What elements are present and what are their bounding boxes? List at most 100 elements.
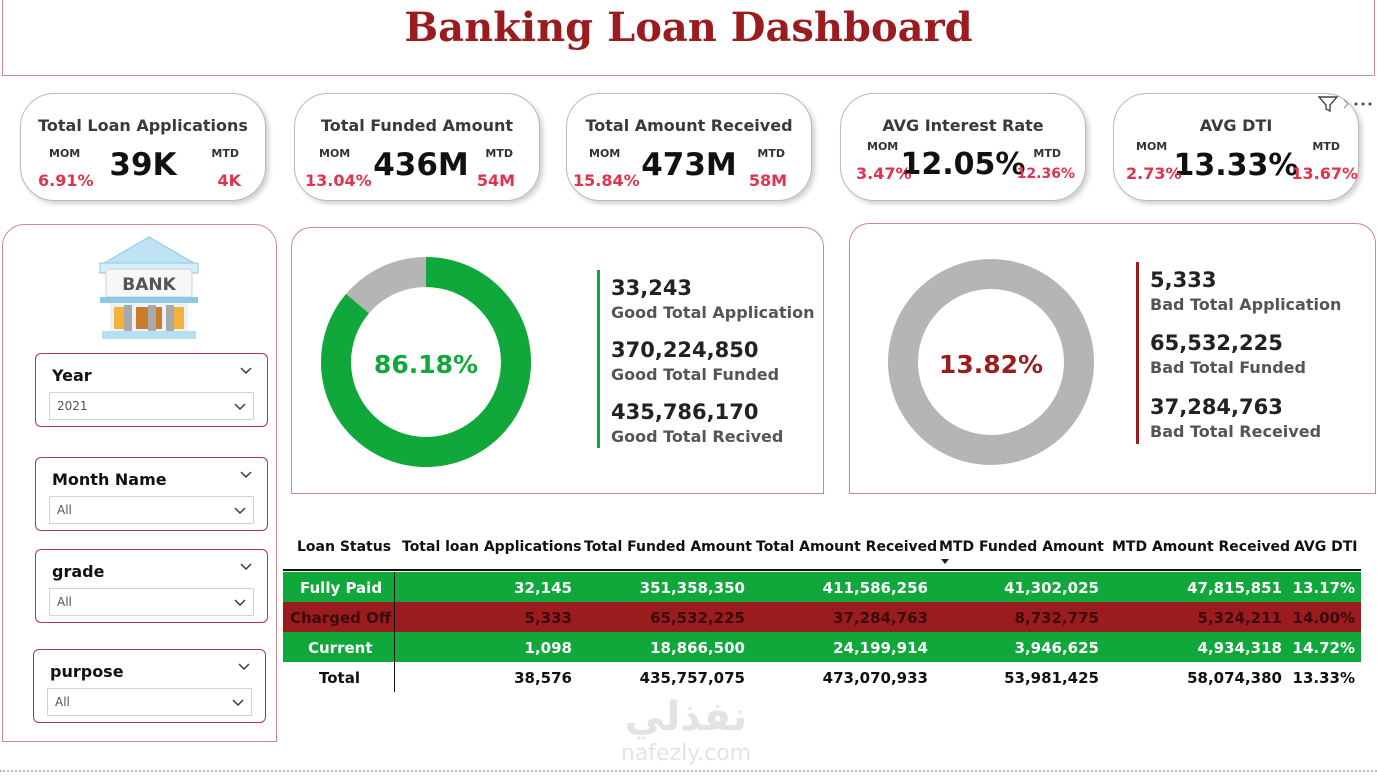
chevron-down-icon[interactable] (231, 698, 245, 708)
chevron-down-icon[interactable] (233, 506, 247, 516)
cell-funded: 65,532,225 (650, 609, 745, 627)
cell-received: 24,199,914 (833, 639, 928, 657)
bad-stat-applications: 5,333 Bad Total Application (1150, 268, 1341, 314)
cell-applications: 5,333 (524, 609, 572, 627)
good-stats-divider (597, 270, 600, 448)
kpi-mom-label: MOM (867, 140, 899, 153)
slicer-value: All (57, 503, 72, 517)
sort-descending-icon[interactable] (940, 558, 950, 565)
kpi-mom-value: 13.04% (305, 171, 372, 190)
slicer-label: grade (52, 562, 105, 581)
chevron-down-icon[interactable] (233, 598, 247, 608)
bank-building-icon: BANK (99, 236, 199, 339)
stat-value: 370,224,850 (611, 338, 759, 362)
kpi-mom-label: MOM (49, 147, 81, 160)
kpi-title: AVG Interest Rate (882, 116, 1044, 135)
kpi-value: 13.33% (1173, 148, 1299, 183)
bank-sign-text: BANK (122, 275, 176, 295)
kpi-mtd-value: 13.67% (1291, 164, 1358, 183)
column-header-loan-status[interactable]: Loan Status (297, 539, 392, 555)
chevron-down-icon[interactable] (237, 662, 251, 672)
bad-stats-divider (1136, 262, 1139, 444)
kpi-mtd-label: MTD (1312, 140, 1340, 153)
stat-value: 5,333 (1150, 268, 1217, 292)
status-column-divider (394, 572, 395, 692)
cell-status: Total (319, 669, 360, 687)
page-bottom-rule (0, 770, 1377, 772)
title-bar: Banking Loan Dashboard (2, 0, 1375, 76)
watermark-latin: nafezly.com (620, 741, 752, 766)
slicer-value: All (55, 695, 70, 709)
cell-status: Current (308, 639, 373, 657)
slicer-dropdown[interactable]: 2021 (49, 392, 254, 420)
table-row-charged-off[interactable]: Charged Off 5,333 65,532,225 37,284,763 … (283, 602, 1361, 632)
kpi-mom-label: MOM (589, 147, 621, 160)
slicer-dropdown[interactable]: All (49, 496, 254, 524)
column-header-mtd-amount-received[interactable]: MTD Amount Received (1112, 539, 1291, 555)
donut-track (888, 259, 1094, 465)
kpi-title: Total Funded Amount (321, 116, 513, 135)
watermark: نفذلي nafezly.com (596, 693, 776, 779)
slicer-month-name[interactable]: Month Name All (35, 457, 268, 531)
kpi-mom-label: MOM (319, 147, 351, 160)
kpi-value: 39K (109, 147, 177, 183)
cell-received: 411,586,256 (822, 579, 928, 597)
kpi-mtd-label: MTD (485, 147, 513, 160)
donut-good-arc[interactable] (321, 257, 531, 467)
slicer-dropdown[interactable]: All (49, 588, 254, 616)
kpi-card-avg-interest-rate[interactable]: AVG Interest Rate MOM MTD 12.05% 3.47% 1… (840, 93, 1086, 201)
slicer-purpose[interactable]: purpose All (33, 649, 266, 723)
cell-avg-dti: 13.33% (1292, 669, 1355, 687)
table-row-current[interactable]: Current 1,098 18,866,500 24,199,914 3,94… (283, 632, 1361, 662)
chevron-down-icon[interactable] (239, 366, 253, 376)
kpi-mom-label: MOM (1136, 140, 1168, 153)
chevron-down-icon[interactable] (233, 402, 247, 412)
stat-value: 65,532,225 (1150, 331, 1283, 355)
stat-label: Good Total Application (611, 303, 815, 322)
kpi-mom-value: 15.84% (573, 171, 640, 190)
cell-mtd-funded: 3,946,625 (1014, 639, 1099, 657)
cell-mtd-received: 5,324,211 (1197, 609, 1282, 627)
column-header-avg-dti[interactable]: AVG DTI (1294, 539, 1358, 555)
slicer-label: Month Name (52, 470, 167, 489)
kpi-card-total-funded-amount[interactable]: Total Funded Amount MOM MTD 436M 13.04% … (294, 93, 540, 201)
filter-icon[interactable] (1317, 95, 1339, 113)
chevron-down-icon[interactable] (239, 562, 253, 572)
slicer-grade[interactable]: grade All (35, 549, 268, 623)
good-loan-donut-chart[interactable]: 86.18% (320, 256, 532, 468)
column-header-total-amount-received[interactable]: Total Amount Received (756, 539, 938, 555)
column-header-total-loan-applications[interactable]: Total loan Applications (402, 539, 582, 555)
cell-received: 473,070,933 (822, 669, 928, 687)
slicer-dropdown[interactable]: All (47, 688, 252, 716)
kpi-card-avg-dti[interactable]: AVG DTI MOM MTD 13.33% 2.73% 13.67% (1113, 93, 1359, 201)
slicer-label: purpose (50, 662, 124, 681)
stat-label: Bad Total Received (1150, 422, 1322, 441)
table-row-total[interactable]: Total 38,576 435,757,075 473,070,933 53,… (283, 662, 1361, 692)
bad-stat-received: 37,284,763 Bad Total Received (1150, 395, 1321, 441)
cell-funded: 18,866,500 (650, 639, 745, 657)
cell-funded: 435,757,075 (639, 669, 745, 687)
kpi-title: AVG DTI (1199, 116, 1273, 135)
slicer-value: 2021 (57, 399, 88, 413)
table-row-fully-paid[interactable]: Fully Paid 32,145 351,358,350 411,586,25… (283, 572, 1361, 602)
more-options-icon[interactable] (1352, 100, 1374, 108)
kpi-card-total-loan-applications[interactable]: Total Loan Applications MOM MTD 39K 6.91… (20, 93, 266, 201)
column-header-mtd-funded-amount[interactable]: MTD Funded Amount (939, 539, 1104, 555)
kpi-mtd-label: MTD (211, 147, 239, 160)
good-loans-panel: 86.18% 33,243 Good Total Application 370… (291, 227, 824, 494)
good-stat-applications: 33,243 Good Total Application (611, 276, 814, 322)
bad-loan-donut-chart[interactable]: 13.82% (885, 256, 1097, 468)
kpi-mom-value: 3.47% (856, 164, 912, 183)
chevron-down-icon[interactable] (239, 470, 253, 480)
slicer-year[interactable]: Year 2021 (35, 353, 268, 427)
kpi-mtd-value: 58M (748, 171, 787, 190)
cell-received: 37,284,763 (833, 609, 928, 627)
cell-avg-dti: 14.72% (1292, 639, 1355, 657)
kpi-mtd-value: 54M (476, 171, 515, 190)
cell-funded: 351,358,350 (639, 579, 745, 597)
kpi-mtd-label: MTD (757, 147, 785, 160)
kpi-card-total-amount-received[interactable]: Total Amount Received MOM MTD 473M 15.84… (566, 93, 812, 201)
cell-mtd-funded: 53,981,425 (1004, 669, 1099, 687)
kpi-mom-value: 6.91% (38, 171, 94, 190)
column-header-total-funded-amount[interactable]: Total Funded Amount (584, 539, 752, 555)
